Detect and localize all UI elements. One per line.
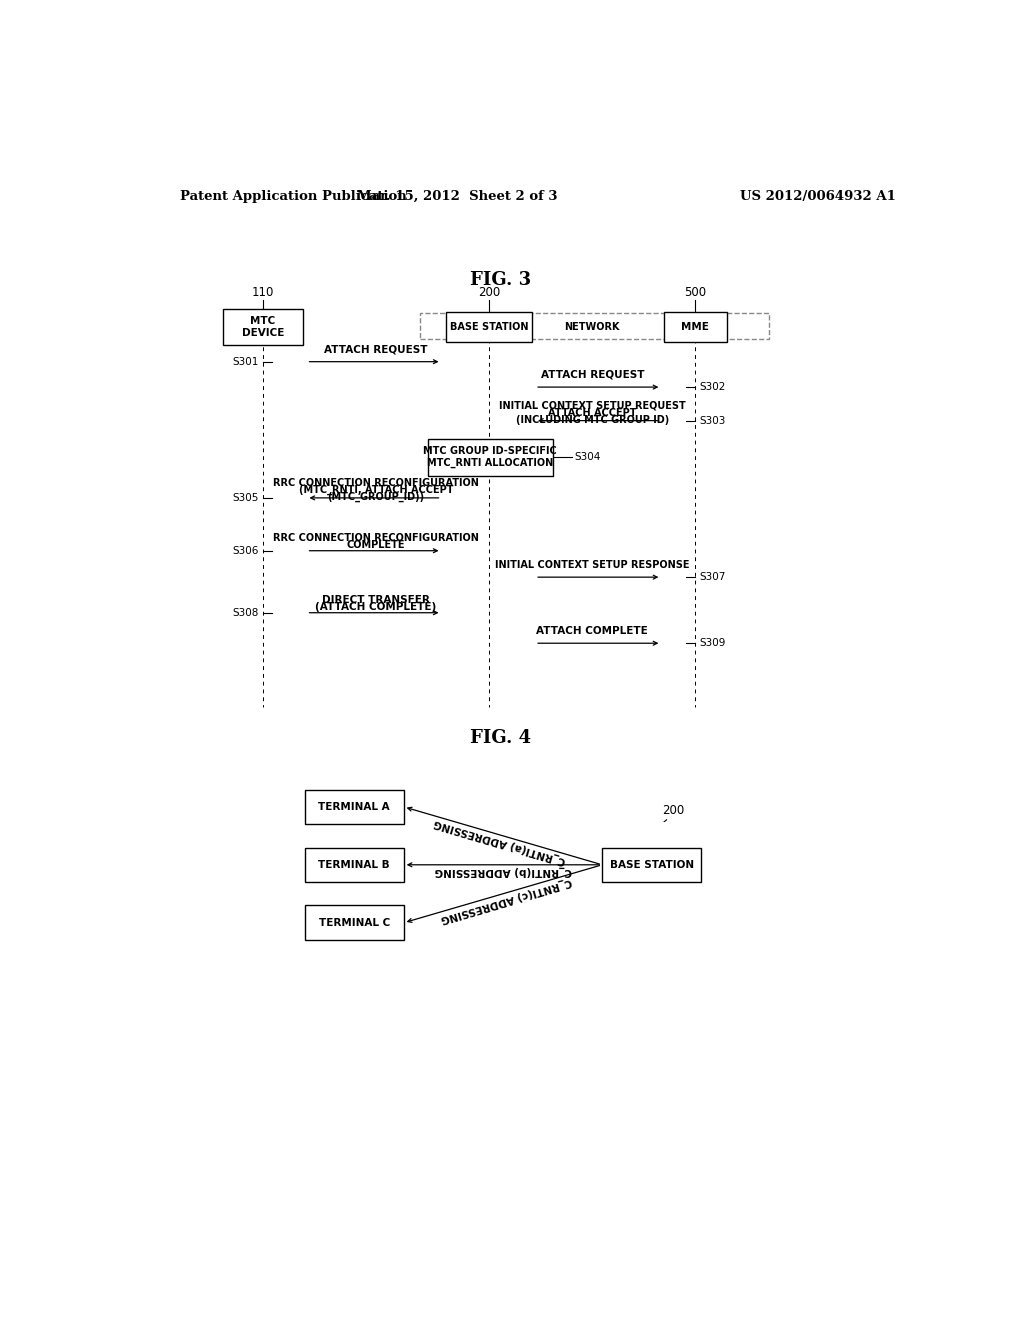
Text: S302: S302 — [699, 381, 726, 392]
Text: INITIAL CONTEXT SETUP RESPONSE: INITIAL CONTEXT SETUP RESPONSE — [495, 560, 689, 570]
Text: MTC_RNTI ALLOCATION: MTC_RNTI ALLOCATION — [427, 458, 553, 469]
Bar — [304, 906, 403, 940]
Text: S309: S309 — [699, 639, 726, 648]
Text: 500: 500 — [684, 285, 707, 298]
Text: S301: S301 — [232, 356, 259, 367]
Text: (ATTACH COMPLETE): (ATTACH COMPLETE) — [315, 602, 436, 611]
Text: S305: S305 — [232, 492, 259, 503]
Text: INITIAL CONTEXT SETUP REQUEST: INITIAL CONTEXT SETUP REQUEST — [499, 400, 686, 411]
Text: ATTACH REQUEST: ATTACH REQUEST — [325, 345, 428, 355]
Text: MTC
DEVICE: MTC DEVICE — [242, 315, 284, 338]
Text: US 2012/0064932 A1: US 2012/0064932 A1 — [740, 190, 896, 202]
Text: S308: S308 — [232, 607, 259, 618]
Text: S307: S307 — [699, 572, 726, 582]
Text: S303: S303 — [699, 416, 726, 425]
Text: C_RNTI(c) ADDRESSING: C_RNTI(c) ADDRESSING — [439, 875, 572, 924]
Bar — [420, 313, 769, 339]
Text: MME: MME — [682, 322, 710, 333]
Text: FIG. 3: FIG. 3 — [470, 272, 531, 289]
Bar — [223, 309, 303, 346]
Text: ATTACH REQUEST: ATTACH REQUEST — [541, 370, 644, 380]
Text: COMPLETE: COMPLETE — [347, 540, 406, 549]
Text: BASE STATION: BASE STATION — [450, 322, 528, 333]
Text: NETWORK: NETWORK — [564, 322, 620, 333]
Text: 200: 200 — [663, 804, 684, 817]
Bar — [304, 789, 403, 824]
Text: Patent Application Publication: Patent Application Publication — [179, 190, 407, 202]
Text: Mar. 15, 2012  Sheet 2 of 3: Mar. 15, 2012 Sheet 2 of 3 — [357, 190, 558, 202]
Text: TERMINAL A: TERMINAL A — [318, 801, 390, 812]
Text: ATTACH COMPLETE: ATTACH COMPLETE — [537, 626, 648, 636]
Text: C_RNTI(a) ADDRESSING: C_RNTI(a) ADDRESSING — [433, 817, 567, 866]
Text: 200: 200 — [478, 285, 500, 298]
Text: (MTC_GROUP_ID)): (MTC_GROUP_ID)) — [328, 491, 425, 502]
Bar — [664, 312, 727, 342]
Text: FIG. 4: FIG. 4 — [470, 729, 531, 747]
Text: BASE STATION: BASE STATION — [609, 859, 694, 870]
Text: (MTC_RNTI, ATTACH ACCEPT: (MTC_RNTI, ATTACH ACCEPT — [299, 484, 454, 495]
Text: MTC GROUP ID-SPECIFIC: MTC GROUP ID-SPECIFIC — [423, 446, 557, 457]
Text: TERMINAL B: TERMINAL B — [318, 859, 390, 870]
Text: ATTACH ACCEPT: ATTACH ACCEPT — [548, 408, 637, 417]
Bar — [446, 312, 531, 342]
Text: S304: S304 — [574, 453, 601, 462]
Text: C_RNTI(b) ADDRESSING: C_RNTI(b) ADDRESSING — [434, 866, 571, 876]
Bar — [602, 847, 701, 882]
Bar — [304, 847, 403, 882]
Text: RRC CONNECTION RECONFIGURATION: RRC CONNECTION RECONFIGURATION — [273, 532, 479, 543]
Text: (INCLUDING MTC GROUP ID): (INCLUDING MTC GROUP ID) — [516, 414, 669, 425]
Text: 110: 110 — [252, 285, 274, 298]
Bar — [428, 440, 553, 475]
Text: TERMINAL C: TERMINAL C — [318, 917, 390, 928]
Text: RRC CONNECTION RECONFIGURATION: RRC CONNECTION RECONFIGURATION — [273, 478, 479, 487]
Text: S306: S306 — [232, 545, 259, 556]
Text: DIRECT TRANSFER: DIRECT TRANSFER — [323, 594, 430, 605]
